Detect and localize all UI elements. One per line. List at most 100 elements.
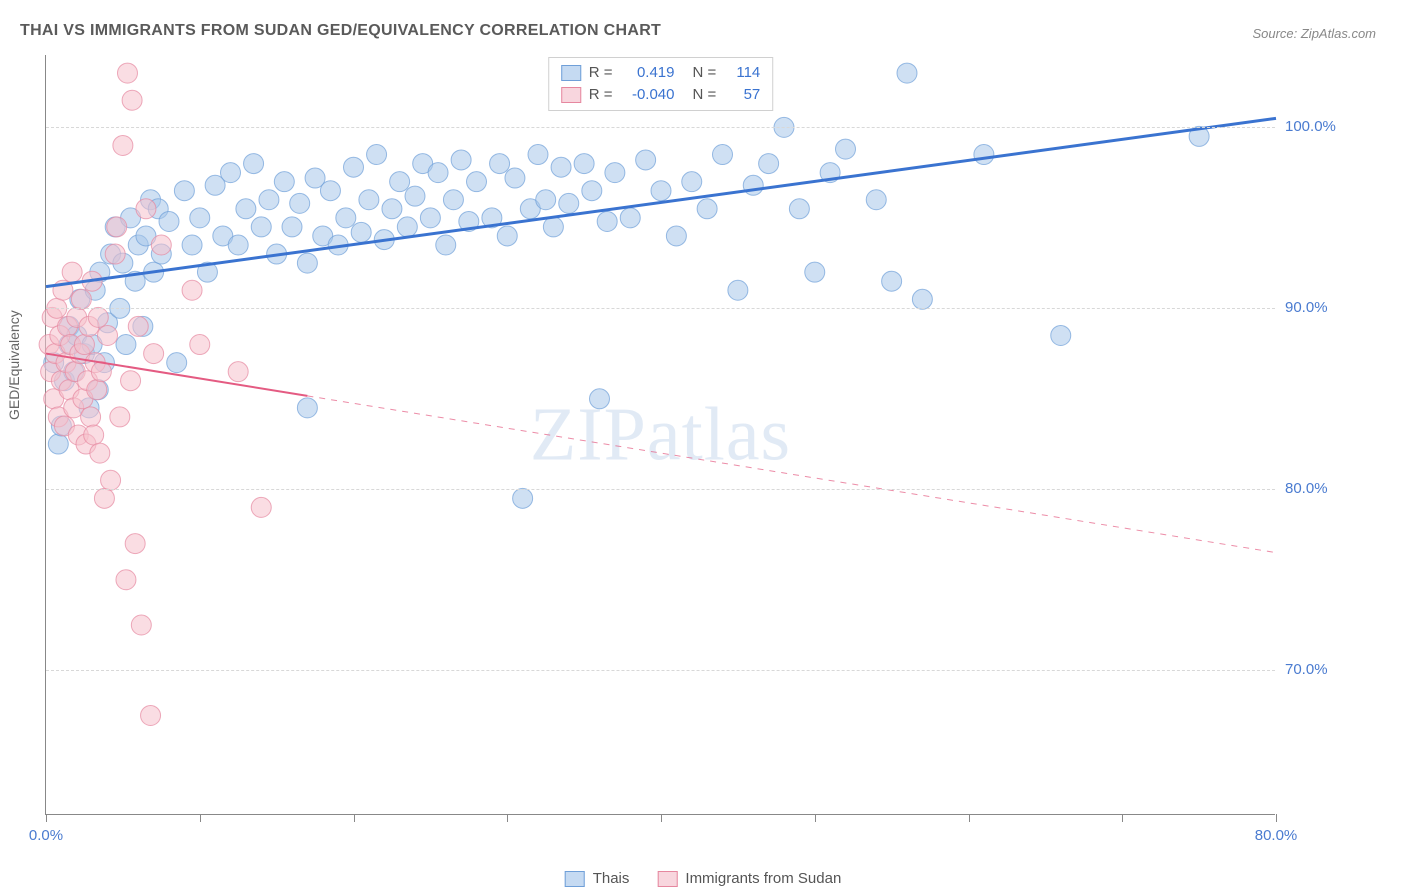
scatter-point [897, 63, 917, 83]
scatter-point [467, 172, 487, 192]
n-label: N = [693, 62, 717, 84]
x-tick [1276, 814, 1277, 822]
y-tick-label: 80.0% [1285, 480, 1355, 497]
scatter-point [107, 217, 127, 237]
legend-swatch [561, 87, 581, 103]
scatter-point [174, 181, 194, 201]
scatter-point [866, 190, 886, 210]
scatter-point [551, 157, 571, 177]
scatter-point [116, 570, 136, 590]
scatter-point [528, 145, 548, 165]
scatter-point [420, 208, 440, 228]
scatter-point [236, 199, 256, 219]
source-attribution: Source: ZipAtlas.com [1252, 26, 1376, 41]
scatter-point [436, 235, 456, 255]
scatter-point [697, 199, 717, 219]
legend-swatch [561, 65, 581, 81]
chart-container: THAI VS IMMIGRANTS FROM SUDAN GED/EQUIVA… [0, 0, 1406, 892]
x-tick [661, 814, 662, 822]
legend-label: Immigrants from Sudan [685, 870, 841, 887]
scatter-point [101, 470, 121, 490]
scatter-point [1051, 325, 1071, 345]
scatter-point [451, 150, 471, 170]
scatter-point [536, 190, 556, 210]
scatter-point [397, 217, 417, 237]
legend-label: Thais [593, 870, 630, 887]
scatter-point [159, 211, 179, 231]
scatter-point [597, 211, 617, 231]
scatter-point [759, 154, 779, 174]
scatter-point [144, 344, 164, 364]
correlation-legend: R = 0.419 N = 114R =-0.040N =57 [548, 57, 774, 111]
scatter-point [141, 705, 161, 725]
legend-swatch [565, 871, 585, 887]
scatter-point [259, 190, 279, 210]
x-tick [815, 814, 816, 822]
scatter-point [105, 244, 125, 264]
scatter-point [713, 145, 733, 165]
x-tick [354, 814, 355, 822]
scatter-point [113, 135, 133, 155]
scatter-point [682, 172, 702, 192]
scatter-point [505, 168, 525, 188]
scatter-point [344, 157, 364, 177]
scatter-point [116, 335, 136, 355]
scatter-point [605, 163, 625, 183]
r-label: R = [589, 62, 613, 84]
scatter-point [382, 199, 402, 219]
n-value: 114 [724, 62, 760, 84]
gridline [46, 670, 1275, 671]
scatter-point [84, 425, 104, 445]
x-tick [969, 814, 970, 822]
gridline [46, 489, 1275, 490]
scatter-point [48, 434, 68, 454]
scatter-point [274, 172, 294, 192]
scatter-point [98, 325, 118, 345]
scatter-point [62, 262, 82, 282]
x-tick-label: 80.0% [1255, 827, 1298, 844]
gridline [46, 308, 1275, 309]
scatter-point [136, 199, 156, 219]
scatter-point [297, 398, 317, 418]
scatter-point [367, 145, 387, 165]
scatter-point [351, 222, 371, 242]
scatter-point [320, 181, 340, 201]
scatter-point [728, 280, 748, 300]
plot-svg [46, 55, 1275, 814]
scatter-point [94, 488, 114, 508]
scatter-point [836, 139, 856, 159]
scatter-point [405, 186, 425, 206]
series-legend: Thais Immigrants from Sudan [565, 870, 842, 887]
scatter-point [974, 145, 994, 165]
x-tick-label: 0.0% [29, 827, 63, 844]
scatter-point [582, 181, 602, 201]
scatter-point [543, 217, 563, 237]
scatter-point [151, 235, 171, 255]
scatter-point [789, 199, 809, 219]
x-tick [200, 814, 201, 822]
scatter-point [497, 226, 517, 246]
scatter-point [190, 335, 210, 355]
scatter-point [390, 172, 410, 192]
scatter-point [805, 262, 825, 282]
scatter-point [590, 389, 610, 409]
scatter-point [428, 163, 448, 183]
x-tick [46, 814, 47, 822]
scatter-point [117, 63, 137, 83]
scatter-point [125, 534, 145, 554]
legend-swatch [657, 871, 677, 887]
r-value: 0.419 [621, 62, 675, 84]
scatter-point [651, 181, 671, 201]
y-tick-label: 70.0% [1285, 661, 1355, 678]
scatter-point [182, 235, 202, 255]
scatter-point [574, 154, 594, 174]
scatter-point [251, 497, 271, 517]
x-tick [507, 814, 508, 822]
scatter-point [336, 208, 356, 228]
scatter-point [297, 253, 317, 273]
r-value: -0.040 [621, 84, 675, 106]
scatter-point [290, 193, 310, 213]
legend-item: Thais [565, 870, 630, 887]
n-value: 57 [724, 84, 760, 106]
legend-row: R =-0.040N =57 [561, 84, 761, 106]
